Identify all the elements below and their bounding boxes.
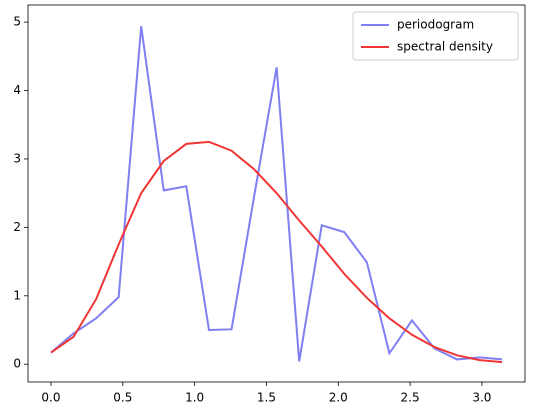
x-tick-label: 0.5 <box>113 391 132 405</box>
axes-frame <box>27 4 526 383</box>
legend <box>352 11 519 61</box>
series-line <box>50 26 503 362</box>
y-tick-label: 5 <box>13 15 21 29</box>
x-tick-label: 2.5 <box>401 391 420 405</box>
x-tick-label: 2.0 <box>329 391 348 405</box>
y-tick-label: 2 <box>13 220 21 234</box>
x-tick-label: 1.5 <box>257 391 276 405</box>
x-tick-label: 0.0 <box>41 391 60 405</box>
x-tick-label: 3.0 <box>472 391 491 405</box>
y-tick-label: 4 <box>13 83 21 97</box>
series-line <box>50 140 503 364</box>
legend-label: periodogram <box>397 18 474 32</box>
y-tick-label: 1 <box>13 288 21 302</box>
legend-label: spectral density <box>397 40 493 54</box>
y-tick-label: 0 <box>13 357 21 371</box>
x-tick-label: 1.0 <box>185 391 204 405</box>
y-tick-label: 3 <box>13 151 21 165</box>
